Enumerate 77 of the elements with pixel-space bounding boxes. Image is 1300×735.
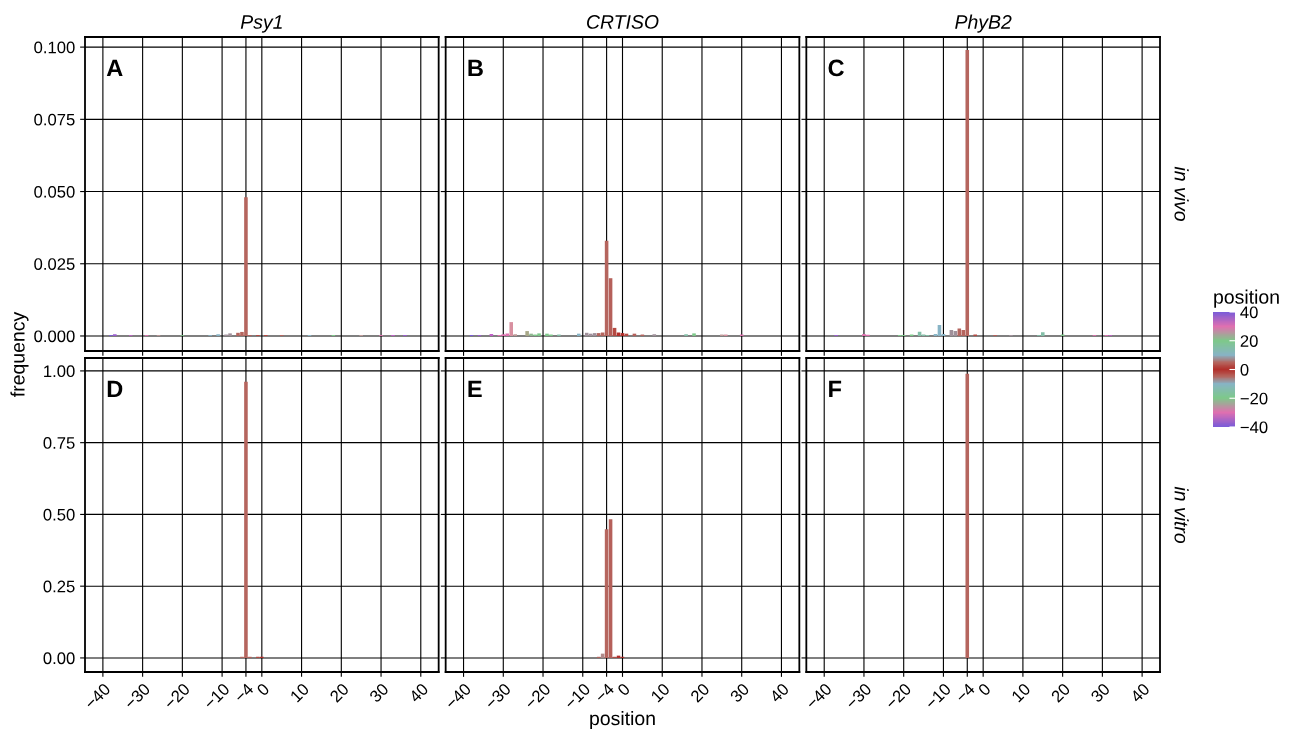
x-tick-label: −4 bbox=[594, 682, 615, 704]
x-tick-label: −10 bbox=[203, 682, 231, 710]
bar bbox=[525, 331, 529, 336]
x-tick-label: 0 bbox=[256, 682, 271, 697]
x-tick-label: −40 bbox=[83, 682, 112, 710]
bar bbox=[584, 332, 589, 336]
bar bbox=[1040, 332, 1045, 336]
y-tick-label: 0.000 bbox=[34, 330, 75, 343]
x-tick-label: −4 bbox=[954, 682, 976, 704]
x-tick-label: 40 bbox=[1129, 682, 1151, 704]
y-tick-label: 0.25 bbox=[43, 580, 75, 593]
bar bbox=[862, 333, 866, 336]
x-tick-label: 20 bbox=[329, 682, 350, 703]
x-tick-label: −40 bbox=[444, 682, 472, 710]
color-bar-label: 40 bbox=[1240, 306, 1258, 319]
color-bar-title: position bbox=[1214, 289, 1279, 308]
annotation: F bbox=[829, 380, 842, 398]
chart-title: Psy1 bbox=[240, 15, 282, 33]
x-tick-label: −30 bbox=[123, 682, 151, 710]
x-axis-title: position bbox=[590, 710, 655, 730]
bar bbox=[692, 333, 696, 336]
text: in vitro bbox=[1174, 486, 1189, 544]
color-bar-label: −20 bbox=[1240, 392, 1268, 405]
bar bbox=[236, 332, 240, 336]
bar bbox=[545, 333, 549, 336]
x-tick-label: −40 bbox=[805, 682, 833, 710]
annotation: C bbox=[828, 59, 844, 77]
color-bar-label: 0 bbox=[1240, 363, 1249, 376]
bar bbox=[244, 197, 248, 336]
x-tick-label: 10 bbox=[1011, 682, 1032, 703]
y-tick-label: 0.050 bbox=[34, 185, 75, 198]
bar bbox=[537, 333, 541, 336]
x-tick-label: −30 bbox=[844, 682, 873, 710]
chart-title: PhyB2 bbox=[955, 14, 1012, 33]
color-bar-label: 20 bbox=[1240, 335, 1258, 347]
annotation: B bbox=[468, 59, 483, 77]
bar bbox=[529, 333, 533, 336]
x-tick-label: −20 bbox=[884, 682, 912, 710]
color-bar-label: −40 bbox=[1240, 421, 1268, 434]
annotation: E bbox=[468, 380, 482, 398]
x-tick-label: 30 bbox=[729, 682, 750, 704]
x-tick-label: 20 bbox=[689, 682, 711, 703]
y-tick-label: 0.00 bbox=[43, 652, 75, 665]
y-tick-label: 1.00 bbox=[44, 365, 75, 378]
x-tick-label: 0 bbox=[977, 682, 992, 697]
bar bbox=[505, 333, 510, 336]
bar bbox=[592, 333, 597, 336]
y-tick-label: 0.75 bbox=[43, 437, 75, 449]
x-tick-label: −4 bbox=[233, 682, 255, 704]
bar bbox=[509, 322, 514, 336]
text: in vivo bbox=[1174, 166, 1189, 221]
y-tick-label: 0.075 bbox=[34, 113, 75, 126]
x-tick-label: 10 bbox=[289, 682, 310, 703]
x-tick-label: −10 bbox=[563, 682, 591, 710]
x-tick-label: −20 bbox=[163, 682, 191, 710]
x-tick-label: −10 bbox=[924, 682, 952, 710]
y-axis-title: frequency bbox=[10, 311, 29, 397]
x-tick-label: −30 bbox=[484, 682, 512, 710]
bar bbox=[577, 333, 581, 336]
x-tick-label: 30 bbox=[368, 682, 390, 704]
y-tick-label: 0.50 bbox=[43, 508, 75, 521]
x-tick-label: 10 bbox=[650, 682, 671, 703]
x-tick-label: 40 bbox=[408, 682, 429, 704]
x-tick-label: −20 bbox=[523, 682, 552, 710]
y-tick-label: 0.025 bbox=[34, 258, 75, 270]
x-tick-label: 0 bbox=[616, 682, 631, 697]
y-tick-label: 0.100 bbox=[34, 41, 75, 54]
annotation: A bbox=[106, 59, 123, 77]
chart-title: CRTISO bbox=[587, 15, 659, 29]
x-tick-label: 20 bbox=[1050, 682, 1071, 703]
x-tick-label: 40 bbox=[768, 682, 790, 704]
x-tick-label: 30 bbox=[1090, 682, 1111, 704]
bar bbox=[965, 50, 970, 336]
bar bbox=[228, 333, 232, 336]
bar bbox=[596, 333, 601, 336]
bar bbox=[620, 333, 625, 336]
annotation: D bbox=[107, 380, 123, 398]
